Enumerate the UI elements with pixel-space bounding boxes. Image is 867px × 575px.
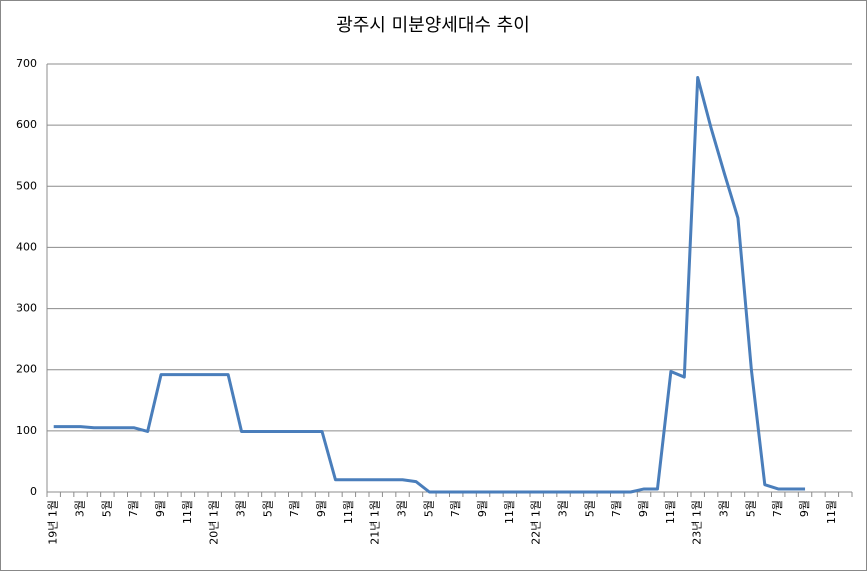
y-tick-label: 200 <box>16 363 37 376</box>
x-tick-label: 5월 <box>744 500 757 517</box>
x-tick-label: 3월 <box>74 500 87 517</box>
x-tick-label: 20년 1월 <box>208 500 221 545</box>
x-tick-label: 23년 1월 <box>691 500 704 545</box>
x-tick-label: 19년 1월 <box>47 500 60 545</box>
y-tick-label: 600 <box>16 118 37 131</box>
y-tick-label: 0 <box>30 485 37 498</box>
x-tick-label: 7월 <box>449 500 462 517</box>
x-tick-label: 11월 <box>181 500 194 524</box>
x-tick-label: 7월 <box>610 500 623 517</box>
x-tick-label: 5월 <box>422 500 435 517</box>
x-tick-label: 3월 <box>396 500 409 517</box>
y-tick-label: 700 <box>16 57 37 70</box>
x-tick-label: 5월 <box>261 500 274 517</box>
y-tick-label: 100 <box>16 424 37 437</box>
x-tick-label: 3월 <box>718 500 731 517</box>
x-tick-label: 9월 <box>315 500 328 517</box>
x-tick-label: 9월 <box>798 500 811 517</box>
x-tick-label: 5월 <box>583 500 596 517</box>
x-tick-label: 7월 <box>288 500 301 517</box>
x-tick-label: 11월 <box>664 500 677 524</box>
x-tick-label: 9월 <box>637 500 650 517</box>
x-tick-label: 9월 <box>154 500 167 517</box>
chart-title: 광주시 미분양세대수 추이 <box>336 15 530 36</box>
x-tick-label: 7월 <box>771 500 784 517</box>
x-tick-label: 3월 <box>235 500 248 517</box>
x-tick-label: 22년 1월 <box>530 500 543 545</box>
x-tick-label: 7월 <box>127 500 140 517</box>
y-tick-label: 400 <box>16 240 37 253</box>
x-tick-label: 9월 <box>476 500 489 517</box>
x-tick-label: 5월 <box>100 500 113 517</box>
y-tick-label: 300 <box>16 302 37 315</box>
y-tick-label: 500 <box>16 179 37 192</box>
x-tick-label: 21년 1월 <box>369 500 382 545</box>
x-tick-label: 11월 <box>342 500 355 524</box>
x-tick-label: 11월 <box>503 500 516 524</box>
data-line <box>53 75 806 494</box>
x-tick-label: 11월 <box>825 500 838 524</box>
x-tick-label: 3월 <box>557 500 570 517</box>
